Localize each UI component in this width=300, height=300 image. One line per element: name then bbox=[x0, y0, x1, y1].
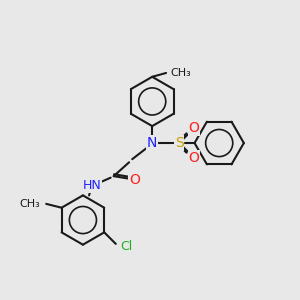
Text: Cl: Cl bbox=[120, 241, 133, 254]
Text: CH₃: CH₃ bbox=[171, 68, 191, 78]
Text: CH₃: CH₃ bbox=[19, 199, 40, 209]
Text: O: O bbox=[188, 122, 199, 135]
Text: O: O bbox=[129, 173, 140, 187]
Text: HN: HN bbox=[83, 179, 101, 192]
Text: N: N bbox=[147, 136, 158, 150]
Text: O: O bbox=[188, 151, 199, 165]
Text: S: S bbox=[175, 136, 184, 150]
